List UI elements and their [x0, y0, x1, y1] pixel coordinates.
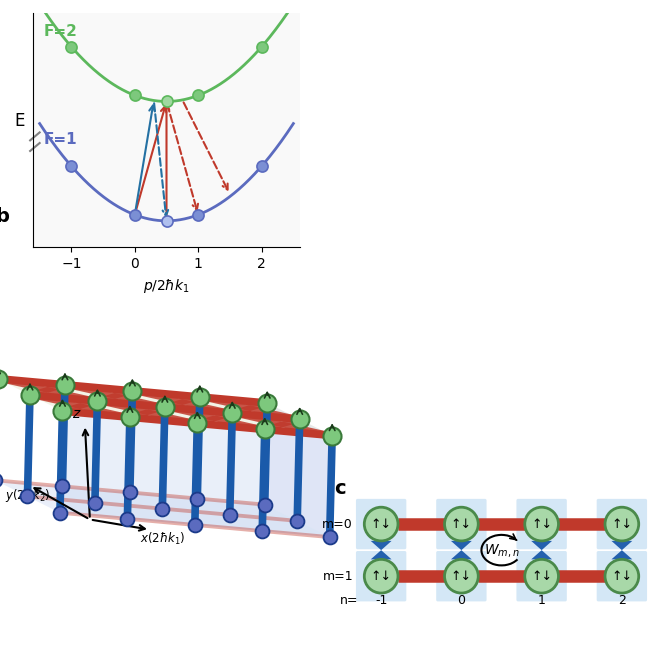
FancyBboxPatch shape: [356, 499, 406, 549]
Polygon shape: [611, 550, 632, 559]
Text: ↑↓: ↑↓: [371, 570, 392, 583]
Text: ↑↓: ↑↓: [451, 518, 472, 531]
Polygon shape: [0, 480, 330, 537]
FancyBboxPatch shape: [516, 499, 567, 549]
Text: n=: n=: [340, 594, 358, 607]
Text: b: b: [0, 206, 9, 226]
Polygon shape: [60, 411, 332, 537]
Circle shape: [364, 507, 398, 541]
Text: ↑↓: ↑↓: [611, 570, 633, 583]
Y-axis label: E: E: [14, 112, 25, 130]
Circle shape: [444, 559, 478, 593]
Polygon shape: [451, 550, 472, 559]
Text: $z$: $z$: [73, 407, 82, 421]
Circle shape: [605, 507, 639, 541]
Polygon shape: [371, 541, 392, 550]
Circle shape: [525, 559, 559, 593]
Circle shape: [525, 507, 559, 541]
Text: 2: 2: [618, 594, 626, 607]
Text: ↑↓: ↑↓: [371, 518, 392, 531]
Text: m=0: m=0: [322, 518, 353, 531]
Text: ↑↓: ↑↓: [611, 518, 633, 531]
X-axis label: $p/2\hbar k_1$: $p/2\hbar k_1$: [143, 277, 190, 295]
Polygon shape: [531, 550, 552, 559]
FancyBboxPatch shape: [516, 551, 567, 602]
Text: m=1: m=1: [322, 570, 353, 583]
Polygon shape: [611, 541, 632, 550]
Text: F=2: F=2: [44, 25, 78, 40]
Polygon shape: [265, 403, 332, 537]
Text: ↑↓: ↑↓: [531, 518, 552, 531]
FancyBboxPatch shape: [597, 499, 647, 549]
Text: 1: 1: [537, 594, 545, 607]
Polygon shape: [0, 379, 332, 436]
FancyBboxPatch shape: [436, 499, 487, 549]
Circle shape: [364, 559, 398, 593]
Text: ↑↓: ↑↓: [531, 570, 552, 583]
Circle shape: [605, 559, 639, 593]
FancyBboxPatch shape: [356, 551, 406, 602]
FancyBboxPatch shape: [597, 551, 647, 602]
Text: $y(2\hbar k_2)$: $y(2\hbar k_2)$: [5, 487, 51, 504]
Text: ↑↓: ↑↓: [451, 570, 472, 583]
Polygon shape: [371, 550, 392, 559]
Polygon shape: [531, 541, 552, 550]
FancyBboxPatch shape: [436, 551, 487, 602]
Text: c: c: [334, 479, 346, 499]
Text: F=1: F=1: [44, 132, 77, 147]
Text: $x(2\hbar k_1)$: $x(2\hbar k_1)$: [140, 531, 185, 547]
Text: $W_{m,n}$: $W_{m,n}$: [484, 542, 519, 559]
Circle shape: [444, 507, 478, 541]
Polygon shape: [451, 541, 472, 550]
Text: 0: 0: [458, 594, 466, 607]
Text: -1: -1: [375, 594, 388, 607]
